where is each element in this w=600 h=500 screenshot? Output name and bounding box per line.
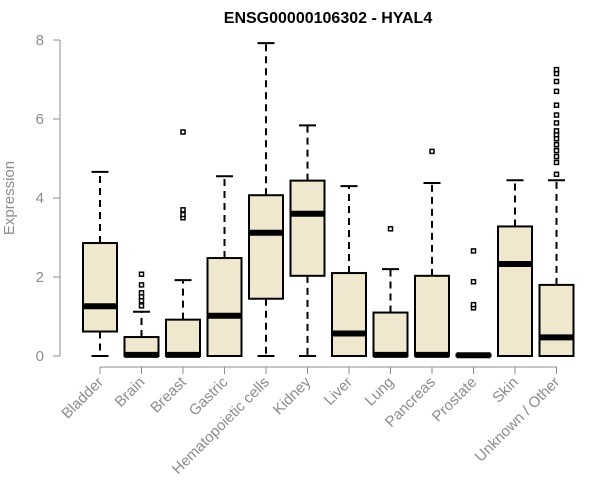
box-group — [123, 271, 160, 358]
box-group — [497, 179, 533, 357]
outlier-point — [553, 78, 560, 85]
box-group — [455, 248, 492, 359]
y-ticks: 0 2 4 6 8 — [36, 32, 60, 365]
box-group — [289, 124, 326, 357]
box — [497, 225, 533, 357]
x-tick-label: Lung — [362, 374, 398, 410]
y-tick-label: 6 — [36, 111, 44, 128]
outlier-point — [553, 159, 560, 166]
y-tick-label: 2 — [36, 269, 44, 286]
outlier-point — [553, 88, 560, 95]
y-tick-label: 0 — [36, 348, 44, 365]
box — [414, 274, 450, 357]
y-axis-label: Expression — [1, 161, 18, 235]
box-group — [372, 226, 409, 358]
box-group — [331, 185, 367, 357]
x-tick-label: Breast — [147, 373, 190, 416]
outlier-point — [180, 207, 186, 213]
chart-title: ENSG00000106302 - HYAL4 — [224, 10, 433, 27]
outlier-point — [553, 147, 560, 154]
x-tick-label: Kidney — [270, 373, 315, 418]
outlier-point — [553, 112, 560, 118]
outlier-point — [138, 282, 145, 288]
outlier-point — [553, 128, 560, 134]
y-tick-label: 4 — [36, 190, 44, 207]
outlier-point — [470, 301, 477, 308]
box-group — [82, 170, 118, 357]
box-group — [538, 66, 575, 357]
box — [82, 242, 118, 333]
outlier-point — [138, 290, 145, 296]
outlier-point — [553, 153, 560, 160]
y-tick-label: 8 — [36, 32, 44, 49]
outlier-point — [553, 120, 560, 126]
outlier-point — [138, 303, 145, 309]
x-tick-label: Prostate — [429, 374, 481, 426]
box — [165, 318, 201, 358]
outlier-point — [387, 226, 394, 232]
box-group — [414, 148, 450, 358]
outlier-point — [470, 248, 477, 254]
outlier-point — [553, 171, 560, 178]
box — [248, 194, 284, 300]
boxes — [82, 42, 575, 359]
outlier-point — [138, 271, 145, 277]
x-tick-label: Liver — [321, 374, 356, 409]
outlier-point — [553, 102, 560, 108]
outlier-point — [470, 278, 477, 285]
box — [289, 179, 326, 277]
box — [372, 311, 409, 357]
x-tick-label: Skin — [489, 374, 522, 407]
box — [538, 283, 575, 357]
box-group — [165, 129, 201, 358]
outlier-point — [553, 141, 560, 148]
x-tick-label: Bladder — [58, 374, 107, 423]
outlier-point — [553, 66, 560, 73]
outlier-point — [180, 211, 186, 218]
x-tick-label: Brain — [112, 374, 149, 411]
box-group — [248, 42, 284, 357]
box-group — [206, 175, 243, 358]
box — [331, 272, 367, 357]
outlier-point — [429, 148, 435, 155]
box — [206, 257, 243, 358]
outlier-point — [180, 129, 186, 135]
